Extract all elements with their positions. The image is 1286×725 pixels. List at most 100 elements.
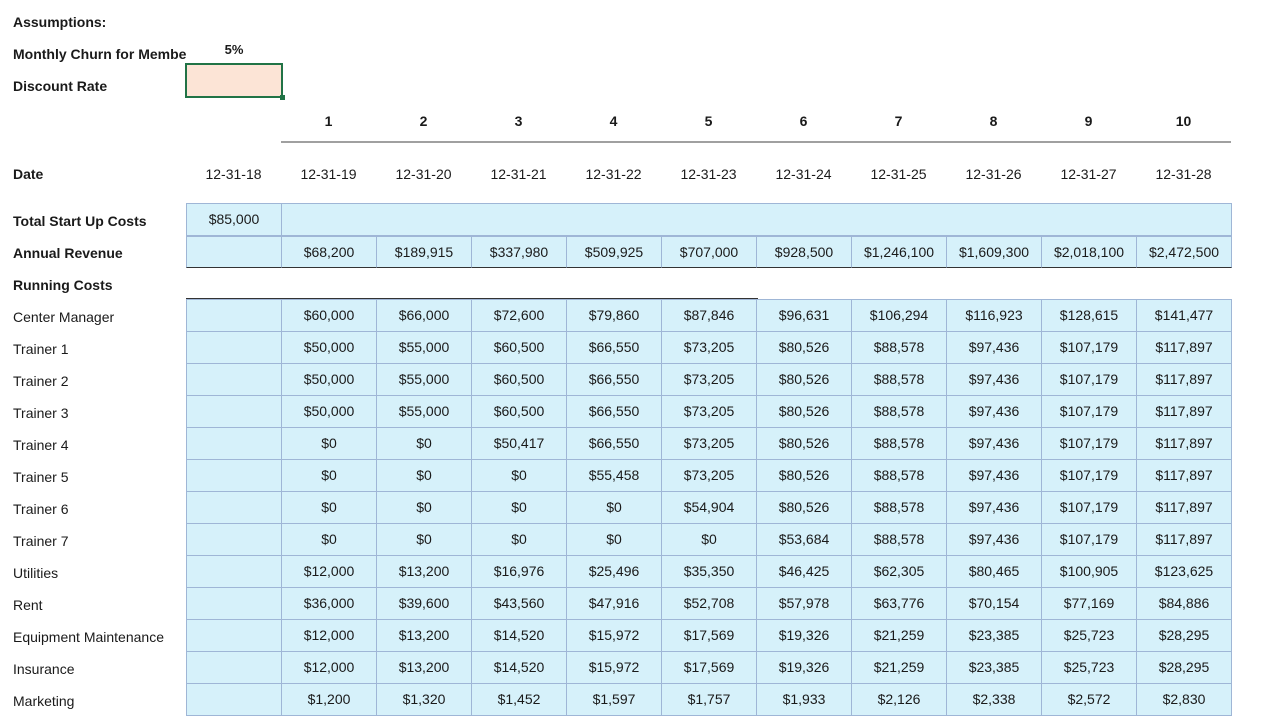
cost-cell[interactable]: $97,436 bbox=[946, 427, 1042, 460]
date-cell[interactable]: 12-31-21 bbox=[490, 166, 547, 182]
cost-cell[interactable]: $100,905 bbox=[1041, 555, 1137, 588]
cost-cell[interactable]: $13,200 bbox=[376, 555, 472, 588]
cost-cell[interactable]: $88,578 bbox=[851, 459, 947, 492]
cost-cell[interactable]: $52,708 bbox=[661, 587, 757, 620]
cost-cell[interactable]: $53,684 bbox=[756, 523, 852, 556]
cost-cell[interactable]: $46,425 bbox=[756, 555, 852, 588]
cost-cell[interactable]: $14,520 bbox=[471, 651, 567, 684]
cost-cell[interactable]: $2,572 bbox=[1041, 683, 1137, 716]
cost-cell[interactable]: $77,169 bbox=[1041, 587, 1137, 620]
cost-cell[interactable]: $54,904 bbox=[661, 491, 757, 524]
cost-cell[interactable]: $73,205 bbox=[661, 395, 757, 428]
cost-cell[interactable]: $2,338 bbox=[946, 683, 1042, 716]
cost-cell[interactable]: $60,500 bbox=[471, 363, 567, 396]
cost-cell[interactable]: $73,205 bbox=[661, 331, 757, 364]
cost-cell[interactable]: $28,295 bbox=[1136, 651, 1232, 684]
cost-cell[interactable]: $73,205 bbox=[661, 427, 757, 460]
cost-cell[interactable]: $66,550 bbox=[566, 331, 662, 364]
cost-cell[interactable]: $141,477 bbox=[1136, 299, 1232, 332]
cost-cell[interactable]: $97,436 bbox=[946, 491, 1042, 524]
cost-cell[interactable]: $28,295 bbox=[1136, 619, 1232, 652]
cost-empty-cell[interactable] bbox=[186, 331, 282, 364]
cost-cell[interactable]: $107,179 bbox=[1041, 459, 1137, 492]
cost-cell[interactable]: $63,776 bbox=[851, 587, 947, 620]
cost-empty-cell[interactable] bbox=[186, 555, 282, 588]
cost-cell[interactable]: $117,897 bbox=[1136, 491, 1232, 524]
cost-empty-cell[interactable] bbox=[186, 459, 282, 492]
startup-value-cell[interactable]: $85,000 bbox=[186, 203, 282, 236]
cost-cell[interactable]: $55,000 bbox=[376, 395, 472, 428]
cost-cell[interactable]: $39,600 bbox=[376, 587, 472, 620]
cost-cell[interactable]: $15,972 bbox=[566, 651, 662, 684]
cost-empty-cell[interactable] bbox=[186, 299, 282, 332]
cost-cell[interactable]: $1,597 bbox=[566, 683, 662, 716]
cost-cell[interactable]: $0 bbox=[661, 523, 757, 556]
cost-cell[interactable]: $73,205 bbox=[661, 363, 757, 396]
cost-cell[interactable]: $14,520 bbox=[471, 619, 567, 652]
date-cell[interactable]: 12-31-23 bbox=[680, 166, 737, 182]
cost-cell[interactable]: $80,526 bbox=[756, 331, 852, 364]
cost-cell[interactable]: $15,972 bbox=[566, 619, 662, 652]
cost-cell[interactable]: $13,200 bbox=[376, 619, 472, 652]
cost-cell[interactable]: $84,886 bbox=[1136, 587, 1232, 620]
date-cell[interactable]: 12-31-20 bbox=[395, 166, 452, 182]
cost-empty-cell[interactable] bbox=[186, 683, 282, 716]
revenue-cell[interactable]: $928,500 bbox=[756, 236, 852, 268]
cost-cell[interactable]: $21,259 bbox=[851, 651, 947, 684]
churn-value-cell[interactable]: 5% bbox=[224, 42, 244, 57]
cost-cell[interactable]: $107,179 bbox=[1041, 427, 1137, 460]
cost-cell[interactable]: $13,200 bbox=[376, 651, 472, 684]
cost-cell[interactable]: $66,550 bbox=[566, 395, 662, 428]
cost-cell[interactable]: $23,385 bbox=[946, 619, 1042, 652]
cost-cell[interactable]: $0 bbox=[566, 491, 662, 524]
cost-cell[interactable]: $1,452 bbox=[471, 683, 567, 716]
date-cell[interactable]: 12-31-19 bbox=[300, 166, 357, 182]
cost-empty-cell[interactable] bbox=[186, 619, 282, 652]
cost-cell[interactable]: $36,000 bbox=[281, 587, 377, 620]
cost-cell[interactable]: $16,976 bbox=[471, 555, 567, 588]
cost-cell[interactable]: $79,860 bbox=[566, 299, 662, 332]
cost-cell[interactable]: $72,600 bbox=[471, 299, 567, 332]
cost-cell[interactable]: $0 bbox=[376, 491, 472, 524]
cost-cell[interactable]: $0 bbox=[281, 523, 377, 556]
cost-cell[interactable]: $60,500 bbox=[471, 395, 567, 428]
cost-cell[interactable]: $97,436 bbox=[946, 363, 1042, 396]
cost-cell[interactable]: $17,569 bbox=[661, 651, 757, 684]
cost-cell[interactable]: $0 bbox=[566, 523, 662, 556]
cost-cell[interactable]: $50,000 bbox=[281, 395, 377, 428]
cost-cell[interactable]: $0 bbox=[471, 523, 567, 556]
discount-rate-cell[interactable] bbox=[185, 63, 283, 98]
cost-cell[interactable]: $128,615 bbox=[1041, 299, 1137, 332]
cost-cell[interactable]: $107,179 bbox=[1041, 523, 1137, 556]
cost-cell[interactable]: $66,550 bbox=[566, 427, 662, 460]
cost-cell[interactable]: $117,897 bbox=[1136, 363, 1232, 396]
cost-cell[interactable]: $12,000 bbox=[281, 651, 377, 684]
cost-cell[interactable]: $117,897 bbox=[1136, 427, 1232, 460]
revenue-cell[interactable]: $337,980 bbox=[471, 236, 567, 268]
cost-cell[interactable]: $80,526 bbox=[756, 395, 852, 428]
cost-cell[interactable]: $0 bbox=[376, 427, 472, 460]
cost-cell[interactable]: $21,259 bbox=[851, 619, 947, 652]
date-cell[interactable]: 12-31-28 bbox=[1155, 166, 1212, 182]
cost-cell[interactable]: $97,436 bbox=[946, 523, 1042, 556]
fill-handle[interactable] bbox=[280, 95, 285, 100]
cost-cell[interactable]: $73,205 bbox=[661, 459, 757, 492]
cost-cell[interactable]: $66,550 bbox=[566, 363, 662, 396]
cost-cell[interactable]: $35,350 bbox=[661, 555, 757, 588]
cost-cell[interactable]: $117,897 bbox=[1136, 459, 1232, 492]
cost-cell[interactable]: $2,126 bbox=[851, 683, 947, 716]
cost-cell[interactable]: $80,526 bbox=[756, 427, 852, 460]
cost-cell[interactable]: $50,417 bbox=[471, 427, 567, 460]
cost-cell[interactable]: $107,179 bbox=[1041, 331, 1137, 364]
cost-cell[interactable]: $116,923 bbox=[946, 299, 1042, 332]
cost-cell[interactable]: $12,000 bbox=[281, 619, 377, 652]
cost-cell[interactable]: $80,526 bbox=[756, 491, 852, 524]
revenue-cell[interactable]: $1,246,100 bbox=[851, 236, 947, 268]
cost-cell[interactable]: $0 bbox=[376, 459, 472, 492]
cost-cell[interactable]: $1,757 bbox=[661, 683, 757, 716]
cost-cell[interactable]: $88,578 bbox=[851, 523, 947, 556]
cost-cell[interactable]: $0 bbox=[471, 491, 567, 524]
date-cell[interactable]: 12-31-27 bbox=[1060, 166, 1117, 182]
cost-cell[interactable]: $0 bbox=[281, 491, 377, 524]
cost-cell[interactable]: $97,436 bbox=[946, 395, 1042, 428]
